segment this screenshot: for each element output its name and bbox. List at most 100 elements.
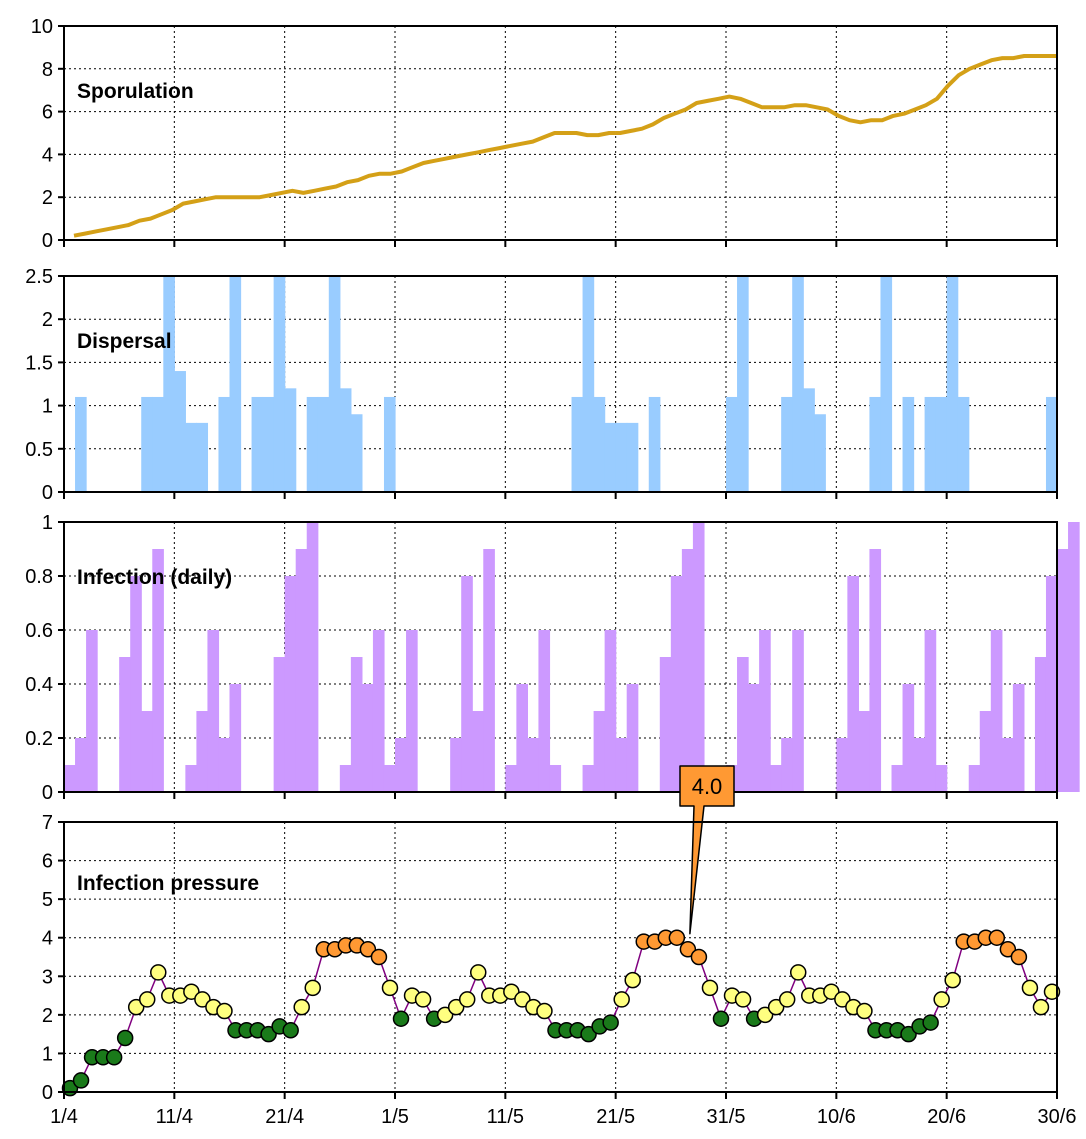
y-tick-label: 7 bbox=[42, 812, 53, 834]
data-point bbox=[514, 991, 531, 1008]
bar bbox=[1001, 738, 1014, 792]
bar bbox=[317, 396, 330, 492]
bar bbox=[141, 711, 153, 792]
y-tick-label: 0.6 bbox=[25, 620, 53, 642]
data-point bbox=[105, 1049, 123, 1066]
data-point bbox=[194, 991, 211, 1008]
bar bbox=[207, 630, 220, 792]
y-tick-label: 6 bbox=[42, 851, 53, 873]
x-tick-label: 21/5 bbox=[596, 1106, 635, 1128]
bar bbox=[604, 630, 617, 792]
bar bbox=[803, 388, 815, 492]
y-tick-label: 0.8 bbox=[25, 566, 53, 588]
data-point bbox=[370, 948, 388, 966]
bar bbox=[781, 396, 793, 492]
bar bbox=[406, 630, 418, 792]
bar bbox=[262, 396, 275, 492]
panel-title: Sporulation bbox=[77, 80, 194, 103]
data-point bbox=[536, 1002, 553, 1020]
bar bbox=[152, 549, 164, 792]
bar bbox=[604, 422, 617, 492]
bar bbox=[174, 371, 186, 492]
bar bbox=[692, 522, 705, 792]
bar bbox=[814, 414, 826, 492]
bar bbox=[1012, 684, 1025, 792]
bar bbox=[229, 276, 242, 492]
bar bbox=[163, 276, 175, 492]
bar bbox=[284, 576, 297, 792]
bar bbox=[748, 684, 760, 792]
data-point bbox=[613, 991, 630, 1008]
data-point bbox=[679, 941, 697, 958]
y-tick-label: 0.4 bbox=[25, 674, 53, 696]
data-point bbox=[944, 971, 961, 989]
bar bbox=[957, 396, 970, 492]
bar bbox=[527, 738, 540, 792]
bar bbox=[626, 422, 639, 492]
data-point bbox=[900, 1025, 917, 1043]
bar bbox=[328, 276, 341, 492]
bar bbox=[483, 549, 495, 792]
data-point bbox=[1010, 948, 1028, 966]
panel-3: 0 0.2 0.4 0.6 0.8 1 Infection (daily) bbox=[25, 512, 1080, 804]
bar bbox=[185, 422, 197, 492]
bar bbox=[935, 765, 948, 792]
panel-2: 0 0.5 1 1.5 2 2.5 Dispersal bbox=[25, 266, 1058, 504]
data-point bbox=[668, 929, 686, 946]
bar bbox=[737, 657, 749, 792]
bar bbox=[229, 684, 242, 792]
bar bbox=[615, 738, 628, 792]
bar bbox=[902, 396, 915, 492]
bar bbox=[75, 738, 87, 792]
bar bbox=[196, 711, 209, 792]
bar bbox=[593, 396, 606, 492]
data-point bbox=[922, 1014, 939, 1031]
bar bbox=[759, 630, 771, 792]
data-point bbox=[756, 1006, 774, 1024]
data-point bbox=[469, 964, 487, 981]
bar bbox=[218, 738, 231, 792]
y-tick-label: 6 bbox=[42, 102, 53, 124]
panel-title: Dispersal bbox=[77, 330, 172, 353]
bar bbox=[361, 684, 374, 792]
bar bbox=[306, 396, 319, 492]
bar bbox=[516, 684, 528, 792]
data-point bbox=[580, 1025, 597, 1043]
bar bbox=[152, 396, 164, 492]
plot-frame bbox=[63, 275, 1058, 493]
bar bbox=[350, 657, 363, 792]
x-tick-label: 1/5 bbox=[381, 1106, 409, 1128]
x-tick-label: 21/4 bbox=[265, 1106, 304, 1128]
y-tick-label: 1 bbox=[42, 512, 53, 534]
y-tick-label: 0.2 bbox=[25, 728, 53, 750]
bar bbox=[891, 765, 904, 792]
data-point bbox=[282, 1022, 299, 1039]
bar bbox=[130, 576, 142, 792]
data-point bbox=[701, 979, 719, 997]
y-tick-label: 0 bbox=[42, 230, 53, 252]
data-point bbox=[1043, 983, 1061, 1000]
plot-frame bbox=[63, 25, 1058, 241]
series-line bbox=[73, 54, 1057, 238]
y-tick-label: 0 bbox=[42, 782, 53, 804]
y-tick-label: 2 bbox=[42, 1005, 53, 1027]
data-point bbox=[183, 983, 200, 1000]
bar bbox=[582, 765, 595, 792]
y-tick-label: 1.5 bbox=[25, 352, 53, 374]
data-point bbox=[381, 979, 399, 997]
bar bbox=[681, 549, 694, 792]
y-tick-label: 1 bbox=[42, 1043, 53, 1065]
bar bbox=[1045, 576, 1058, 792]
bar bbox=[648, 396, 661, 492]
bar bbox=[847, 576, 859, 792]
plot-frame bbox=[63, 821, 1058, 1093]
bar bbox=[383, 765, 396, 792]
x-tick-label: 20/6 bbox=[927, 1106, 966, 1128]
data-point bbox=[823, 983, 840, 1000]
bar bbox=[781, 738, 793, 792]
panel-title: Infection (daily) bbox=[77, 566, 232, 589]
bar bbox=[792, 276, 804, 492]
data-point bbox=[414, 991, 432, 1008]
